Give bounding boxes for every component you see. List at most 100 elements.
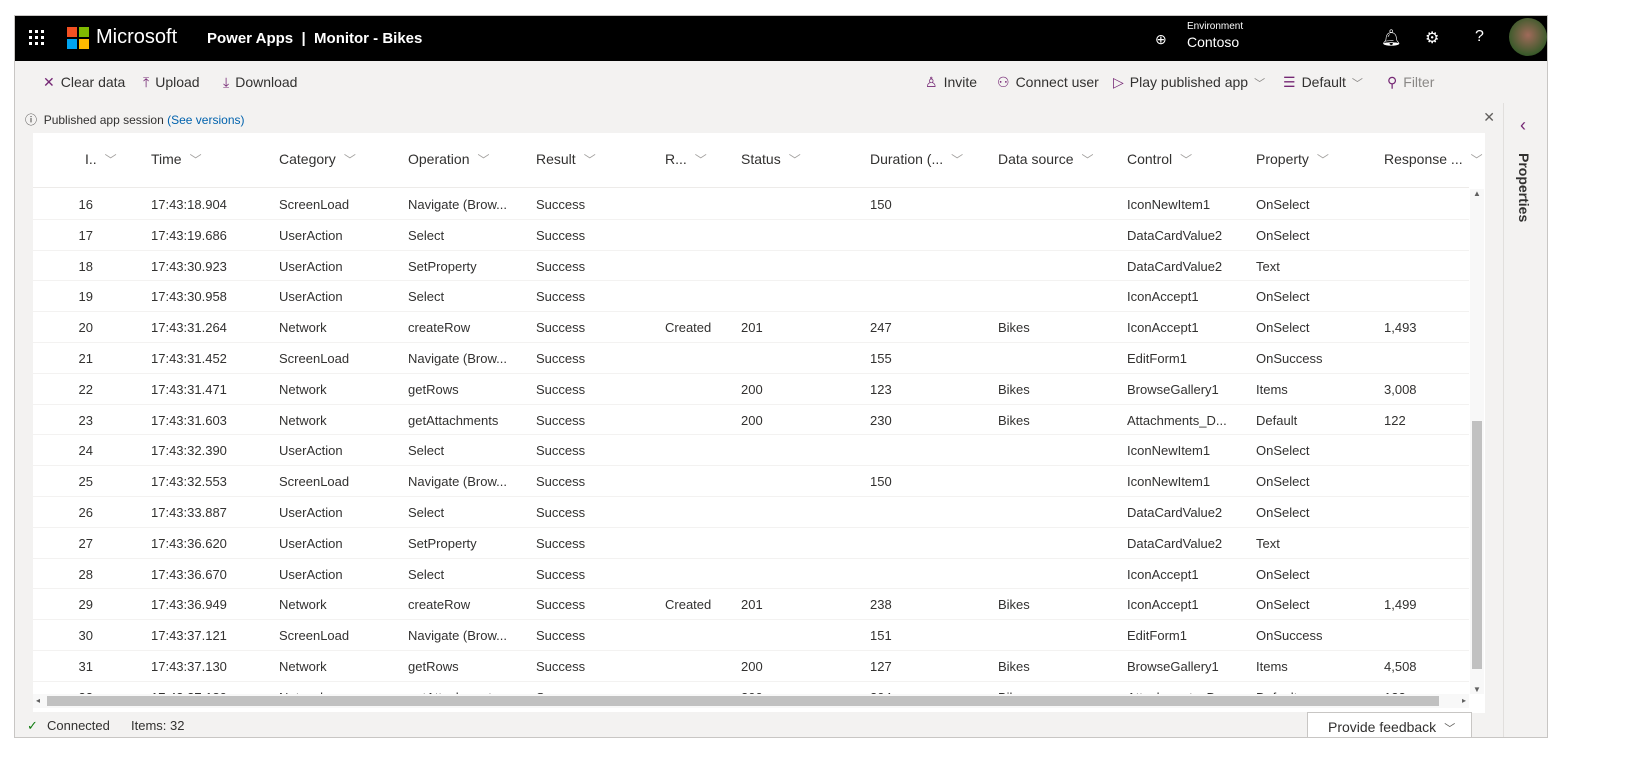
cell-duration: 247 (870, 320, 892, 336)
table-row[interactable]: 16 17:43:18.904 ScreenLoad Navigate (Brow..… (33, 189, 1469, 220)
column-header-category[interactable]: Category ﹀ (279, 151, 356, 168)
cell-property: OnSelect (1256, 474, 1310, 490)
chevron-down-icon: ﹀ (477, 153, 490, 167)
column-header-property[interactable]: Property ﹀ (1256, 151, 1329, 168)
gear-icon[interactable]: ⚙ (1425, 30, 1440, 47)
cell-result: Success (536, 381, 586, 397)
vertical-scrollbar[interactable]: ▲ ▼ (1470, 189, 1484, 694)
table-row[interactable]: 30 17:43:37.121 ScreenLoad Navigate (Brow..… (33, 620, 1469, 651)
table-row[interactable]: 19 17:43:30.958 UserAction Select Success Ico… (33, 281, 1469, 313)
cell-category: UserAction (279, 258, 343, 274)
cell-category: UserAction (279, 227, 343, 243)
scroll-up-icon[interactable]: ▲ (1473, 189, 1481, 198)
scroll-left-icon[interactable]: ◂ (36, 696, 41, 705)
cell-result: Success (536, 350, 586, 366)
column-header-label: Duration (... (870, 151, 944, 167)
cell-data-source: Bikes (998, 658, 1030, 674)
connect-user-label: Connect user (1015, 74, 1099, 90)
scroll-down-icon[interactable]: ▼ (1473, 685, 1481, 694)
provide-feedback-button[interactable]: Provide feedback ﹀ (1307, 712, 1472, 737)
table-row[interactable]: 18 17:43:30.923 UserAction SetProperty Succe… (33, 251, 1469, 282)
table-row[interactable]: 17 17:43:19.686 UserAction Select Success Dat… (33, 220, 1469, 251)
view-dropdown[interactable]: ☰ Default ﹀ (1283, 74, 1363, 91)
table-row[interactable]: 21 17:43:31.452 ScreenLoad Navigate (Brow..… (33, 343, 1469, 374)
table-row[interactable]: 26 17:43:33.887 UserAction Select Success Dat… (33, 497, 1469, 528)
horizontal-scrollbar[interactable]: ◂ ▸ (33, 694, 1469, 708)
cell-time: 17:43:32.390 (151, 443, 227, 459)
chevron-down-icon: ﹀ (1254, 78, 1266, 90)
column-header-data-source[interactable]: Data source ﹀ (998, 151, 1094, 168)
column-header-result[interactable]: Result ﹀ (536, 151, 596, 168)
table-row[interactable]: 23 17:43:31.603 Network getAttachments Succe… (33, 405, 1469, 436)
cell-id: 21 (78, 350, 93, 366)
brand-name: Microsoft (96, 26, 178, 48)
download-button[interactable]: ⤓ Download (223, 74, 297, 91)
close-icon[interactable]: ✕ (1483, 109, 1495, 125)
cell-control: EditForm1 (1127, 628, 1187, 644)
table-row[interactable]: 28 17:43:36.670 UserAction Select Success Ico… (33, 559, 1469, 590)
feedback-label: Provide feedback (1328, 719, 1437, 735)
connect-user-button[interactable]: ⚇ Connect user (997, 74, 1099, 91)
cell-property: OnSelect (1256, 566, 1310, 582)
list-icon: ☰ (1283, 74, 1296, 90)
filter-button[interactable]: ⚲ Filter (1387, 74, 1434, 91)
chevron-left-icon[interactable]: ‹ (1520, 115, 1526, 135)
cell-time: 17:43:37.130 (151, 658, 227, 674)
column-header-label: Result (536, 151, 576, 167)
chevron-down-icon: ﹀ (1081, 153, 1094, 167)
column-header-label: Response ... (1384, 151, 1463, 167)
table-row[interactable]: 20 17:43:31.264 Network createRow Success Cre… (33, 312, 1469, 343)
chevron-down-icon: ﹀ (583, 153, 596, 167)
cell-result: Success (536, 566, 586, 582)
cell-operation: getAttachments (408, 412, 499, 428)
app-launcher-icon[interactable] (29, 30, 45, 46)
cell-operation: getRows (408, 658, 459, 674)
table-row[interactable]: 27 17:43:36.620 UserAction SetProperty Succe… (33, 528, 1469, 559)
cell-category: UserAction (279, 289, 343, 305)
invite-button[interactable]: ♙ Invite (925, 74, 977, 91)
cell-data-source: Bikes (998, 412, 1030, 428)
horizontal-scroll-thumb[interactable] (47, 696, 1439, 706)
scroll-right-icon[interactable]: ▸ (1461, 696, 1466, 705)
chevron-down-icon: ﹀ (694, 153, 707, 167)
cell-result: Success (536, 412, 586, 428)
cell-time: 17:43:33.887 (151, 504, 227, 520)
table-row[interactable]: 29 17:43:36.949 Network createRow Success Cre… (33, 589, 1469, 621)
cell-time: 17:43:36.620 (151, 535, 227, 551)
properties-label[interactable]: Properties (1516, 153, 1532, 223)
clear-data-button[interactable]: ✕ Clear data (43, 74, 125, 91)
play-published-app-button[interactable]: ▷ Play published app ﹀ (1113, 74, 1265, 91)
vertical-scroll-thumb[interactable] (1472, 421, 1482, 669)
cell-operation: Navigate (Brow... (408, 197, 507, 212)
table-row[interactable]: 24 17:43:32.390 UserAction Select Success Ico… (33, 435, 1469, 467)
column-header-operation[interactable]: Operation ﹀ (408, 151, 490, 168)
cell-property: Text (1256, 535, 1280, 551)
info-icon: ⓘ (25, 113, 38, 127)
avatar[interactable] (1509, 18, 1547, 56)
column-header-id[interactable]: I.. ﹀ (85, 151, 117, 168)
table-row[interactable]: 25 17:43:32.553 ScreenLoad Navigate (Brow..… (33, 466, 1469, 497)
cell-duration: 150 (870, 197, 892, 212)
cell-control: BrowseGallery1 (1127, 658, 1219, 674)
column-header-reason[interactable]: R... ﹀ (665, 151, 707, 168)
column-header-response-size[interactable]: Response ... ﹀ (1384, 151, 1483, 168)
upload-button[interactable]: ⤒ Upload (143, 74, 200, 91)
column-header-control[interactable]: Control ﹀ (1127, 151, 1192, 168)
see-versions-link[interactable]: (See versions) (167, 113, 245, 127)
column-header-status[interactable]: Status ﹀ (741, 151, 801, 168)
column-header-duration[interactable]: Duration (... ﹀ (870, 151, 963, 168)
cell-category: Network (279, 597, 327, 613)
people-icon: ⚇ (997, 74, 1010, 90)
table-row[interactable]: 22 17:43:31.471 Network getRows Success 200 12… (33, 374, 1469, 405)
cell-control: IconAccept1 (1127, 289, 1199, 305)
cell-property: OnSuccess (1256, 350, 1323, 366)
cell-property: OnSelect (1256, 320, 1310, 336)
help-icon[interactable]: ? (1475, 28, 1484, 45)
cell-time: 17:43:31.452 (151, 350, 227, 366)
table-header: I.. ﹀ Time ﹀ Category ﹀ Operation ﹀ Result ﹀ R... ﹀… (33, 133, 1483, 188)
column-header-time[interactable]: Time ﹀ (151, 151, 202, 168)
cell-id: 27 (78, 535, 93, 551)
table-row[interactable]: 31 17:43:37.130 Network getRows Success 200 12… (33, 651, 1469, 682)
bell-icon[interactable]: 🔔︎ (1381, 30, 1402, 47)
cell-time: 17:43:32.553 (151, 474, 227, 490)
